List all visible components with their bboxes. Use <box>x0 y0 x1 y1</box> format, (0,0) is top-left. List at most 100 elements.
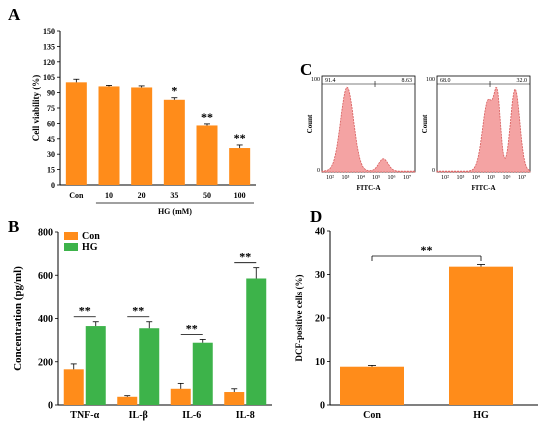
a-y-tick-label: 150 <box>43 27 55 36</box>
a-bar <box>65 82 87 185</box>
panel-letter-c: C <box>300 60 312 79</box>
a-significance-label: ** <box>201 110 213 124</box>
b-legend-swatch <box>64 232 78 240</box>
c-x-tick-label: 10⁵ <box>372 175 380 181</box>
c-x-tick-label: 10² <box>441 175 449 181</box>
b-x-tick-label: IL-6 <box>182 410 201 421</box>
c-x-tick-label: 10⁷ <box>518 175 526 181</box>
b-bar-hg <box>192 342 213 405</box>
d-bar <box>340 366 404 405</box>
c-y-tick-label: 0 <box>317 168 320 174</box>
c-x-tick-label: 10⁶ <box>388 175 396 181</box>
b-bar-con <box>63 369 84 405</box>
c-gate-left-percent: 91.4 <box>325 78 336 84</box>
d-y-tick-label: 0 <box>320 401 325 412</box>
a-y-tick-label: 135 <box>43 42 55 51</box>
b-bar-hg <box>139 328 160 405</box>
panel-a-viability-chart: 0 15 30 45 60 75 90 105 120 135 150 Cell viability … <box>31 27 256 216</box>
c-x-tick-label: 10² <box>326 175 334 181</box>
panel-letter-b: B <box>8 217 19 236</box>
c-gate-left-percent: 68.0 <box>440 78 451 84</box>
a-x-tick-label: 10 <box>105 191 113 200</box>
c-x-tick-label: 10⁴ <box>357 175 365 181</box>
b-significance-label: ** <box>239 250 251 264</box>
c-x-tick-label: 10⁶ <box>503 175 511 181</box>
d-y-tick-label: 10 <box>315 357 325 368</box>
b-x-tick-label: IL-8 <box>236 410 255 421</box>
c-x-tick-label: 10⁴ <box>472 175 480 181</box>
a-bar <box>163 99 185 185</box>
d-y-tick-label: 30 <box>315 270 325 281</box>
a-x-tick-label: 50 <box>203 191 211 200</box>
b-bar-hg <box>85 326 106 405</box>
b-x-tick-label: IL-β <box>129 410 148 421</box>
b-y-tick-label: 800 <box>38 228 53 239</box>
panel-c-flow-histograms: 91.4 8.63 0 100 10² 10³ 10⁴ 10⁵ 10⁶ 10⁷ FITC-A Coun… <box>306 75 531 192</box>
a-bar <box>196 125 218 185</box>
a-y-tick-label: 0 <box>51 181 55 190</box>
panel-d-dcf-chart: 0 10 20 30 40 DCF-positive cells (%) Con HG ** <box>294 227 538 421</box>
c-x-axis-title: FITC-A <box>471 184 495 192</box>
a-y-tick-label: 15 <box>47 166 55 175</box>
b-bar-con <box>224 392 245 405</box>
c-x-tick-label: 10⁷ <box>403 175 411 181</box>
d-y-tick-label: 20 <box>315 314 325 325</box>
a-y-tick-label: 75 <box>47 104 55 113</box>
a-bar <box>229 148 251 185</box>
c-flow-histogram <box>321 86 416 173</box>
b-x-tick-label: TNF-α <box>70 410 99 421</box>
a-x-axis-title: HG (mM) <box>158 207 192 216</box>
b-legend-label: Con <box>82 231 100 242</box>
a-y-tick-label: 120 <box>43 58 55 67</box>
a-y-tick-label: 90 <box>47 89 55 98</box>
b-significance-label: ** <box>79 304 91 318</box>
c-y-tick-label: 0 <box>432 168 435 174</box>
b-bar-con <box>117 396 138 405</box>
c-x-tick-label: 10³ <box>456 175 464 181</box>
b-y-tick-label: 400 <box>38 314 53 325</box>
c-y-axis-title: Count <box>421 114 429 133</box>
a-y-tick-label: 105 <box>43 73 55 82</box>
d-y-tick-label: 40 <box>315 227 325 238</box>
a-bar <box>98 86 120 185</box>
c-y-tick-label: 100 <box>311 77 320 83</box>
a-x-tick-label: Con <box>69 191 84 200</box>
c-gate-right-percent: 8.63 <box>402 78 413 84</box>
b-y-tick-label: 200 <box>38 357 53 368</box>
a-x-tick-label: 20 <box>138 191 146 200</box>
b-bar-hg <box>246 278 267 405</box>
a-bar <box>131 87 153 185</box>
b-legend-label: HG <box>82 242 98 253</box>
a-x-tick-label: 100 <box>234 191 246 200</box>
b-y-axis-title: Concentration (pg/ml) <box>12 266 24 371</box>
c-x-tick-label: 10³ <box>341 175 349 181</box>
b-y-tick-label: 0 <box>48 401 53 412</box>
d-x-tick-label: HG <box>473 410 489 421</box>
d-y-axis-title: DCF-positive cells (%) <box>294 275 304 362</box>
b-significance-label: ** <box>186 321 198 335</box>
a-y-tick-label: 60 <box>47 119 55 128</box>
b-legend-swatch <box>64 243 78 251</box>
panel-letter-d: D <box>310 207 322 226</box>
c-flow-histogram <box>436 86 531 173</box>
a-y-tick-label: 30 <box>47 150 55 159</box>
a-x-tick-label: 35 <box>170 191 178 200</box>
b-bar-con <box>170 388 191 405</box>
b-significance-label: ** <box>132 304 144 318</box>
panel-letter-a: A <box>8 5 21 24</box>
d-bar <box>449 266 513 405</box>
a-y-axis-title: Cell viability (%) <box>31 75 41 142</box>
c-y-tick-label: 100 <box>426 77 435 83</box>
d-x-tick-label: Con <box>363 410 381 421</box>
b-y-tick-label: 600 <box>38 271 53 282</box>
c-y-axis-title: Count <box>306 114 314 133</box>
d-significance-label: ** <box>421 243 433 257</box>
c-gate-right-percent: 32.0 <box>517 78 528 84</box>
c-x-tick-label: 10⁵ <box>487 175 495 181</box>
c-x-axis-title: FITC-A <box>356 184 380 192</box>
a-y-tick-label: 45 <box>47 135 55 144</box>
a-significance-label: * <box>171 84 177 98</box>
a-significance-label: ** <box>234 131 246 145</box>
